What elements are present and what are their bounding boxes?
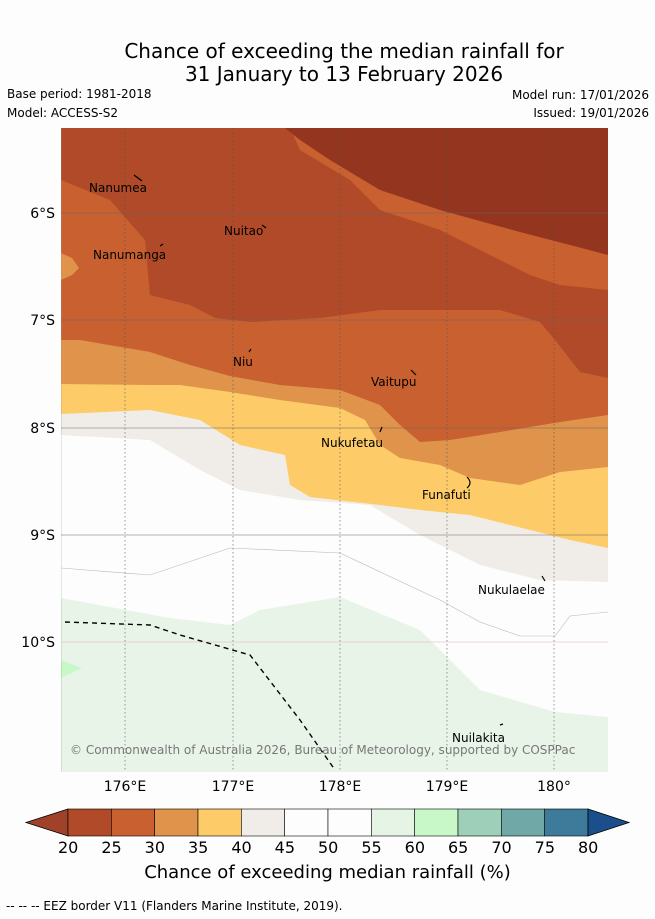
lat-tick-label: 6°S: [30, 206, 55, 222]
colorbar-segment: [284, 808, 329, 837]
map-fill: [61, 128, 608, 772]
colorbar-tick-label: 80: [578, 838, 599, 857]
lon-tick-label: 179°E: [426, 779, 469, 795]
colorbar-segment: [197, 808, 242, 837]
colorbar-segment: [111, 808, 155, 837]
colorbar-segment: [67, 808, 112, 837]
band-20-25: [61, 128, 608, 378]
island-outline-nanumea: [133, 174, 143, 182]
island-label: Nukulaelae: [478, 583, 545, 597]
colorbar-extend-high: [587, 808, 631, 837]
colorbar-tick-label: 25: [101, 838, 122, 857]
gridlines: [61, 128, 608, 772]
colorbar-tick-label: 55: [361, 838, 382, 857]
lon-tick-label: 177°E: [212, 779, 255, 795]
island-label: Vaitupu: [371, 375, 417, 389]
island-label: Funafuti: [422, 488, 471, 502]
colorbar-tick-label: 35: [188, 838, 209, 857]
island-outline-nanumanga: [159, 243, 164, 247]
rainfall-map: Nanumea Nuitao Nanumanga Niu Vaitupu Nuk…: [21, 128, 631, 837]
colorbar-extend-low: [24, 808, 69, 837]
island-label: Nanumanga: [93, 248, 166, 262]
model-run: Model run: 17/01/2026: [511, 88, 649, 102]
title-line-2: 31 January to 13 February 2026: [184, 62, 504, 86]
island-outlines: [133, 174, 546, 726]
island-label: Nukufetau: [321, 436, 383, 450]
island-labels: Nanumea Nuitao Nanumanga Niu Vaitupu Nuk…: [89, 181, 545, 745]
colorbar-tick-label: 30: [144, 838, 166, 857]
island-label: Niu: [233, 355, 253, 369]
colorbar-segment: [327, 808, 372, 837]
contour-line: [61, 547, 608, 637]
patch-left: [61, 253, 79, 280]
lon-tick-label: 180°: [537, 779, 571, 795]
lon-tick-label: 176°E: [104, 779, 147, 795]
island-outline-funafuti: [466, 476, 471, 489]
colorbar-segment: [241, 808, 285, 837]
colorbar-segment: [154, 808, 199, 837]
island-label: Nuitao: [224, 224, 263, 238]
lat-tick-label: 7°S: [30, 313, 55, 329]
model-name: Model: ACCESS-S2: [7, 106, 119, 120]
colorbar: [24, 808, 631, 837]
island-outline-vaitupu: [410, 369, 417, 376]
island-outline-nukufetau: [379, 426, 383, 433]
colorbar-segment: [457, 808, 502, 837]
colorbar-tick-label: 60: [404, 838, 426, 857]
island-outline-nukulaelae: [541, 575, 546, 582]
eez-border-line: [64, 621, 336, 771]
colorbar-title: Chance of exceeding median rainfall (%): [144, 862, 511, 883]
island-label: Nanumea: [89, 181, 147, 195]
lat-tick-label: 10°S: [21, 635, 55, 651]
colorbar-tick-label: 75: [534, 838, 556, 857]
island-outline-nuitao: [261, 224, 267, 229]
title-line-1: Chance of exceeding the median rainfall …: [124, 39, 564, 63]
band-below-20: [285, 128, 608, 255]
lat-axis: 6°S 7°S 8°S 9°S 10°S: [21, 206, 55, 651]
colorbar-segment: [414, 808, 459, 837]
colorbar-tick-label: 20: [58, 838, 79, 857]
island-outline-niu: [248, 348, 252, 353]
colorbar-tick-label: 70: [491, 838, 512, 857]
eez-legend: -- -- -- EEZ border V11 (Flanders Marine…: [6, 899, 343, 913]
colorbar-segment: [544, 808, 589, 837]
lon-tick-label: 178°E: [319, 779, 362, 795]
colorbar-tick-label: 50: [318, 838, 339, 857]
chart-title: Chance of exceeding the median rainfall …: [0, 40, 655, 86]
colorbar-tick-label: 65: [448, 838, 469, 857]
patch-green: [61, 660, 82, 678]
lat-tick-label: 8°S: [30, 421, 55, 437]
island-outline-nuilakita: [499, 723, 504, 726]
colorbar-segment: [371, 808, 415, 837]
base-period: Base period: 1981-2018: [7, 87, 152, 101]
copyright-notice: © Commonwealth of Australia 2026, Bureau…: [70, 743, 575, 757]
island-label: Nuilakita: [452, 731, 505, 745]
colorbar-tick-label: 40: [231, 838, 252, 857]
colorbar-segment: [501, 808, 545, 837]
lon-axis: 176°E 177°E 178°E 179°E 180°: [104, 779, 571, 795]
issued-date: Issued: 19/01/2026: [533, 106, 649, 120]
colorbar-tick-label: 45: [274, 838, 296, 857]
lat-tick-label: 9°S: [30, 528, 55, 544]
